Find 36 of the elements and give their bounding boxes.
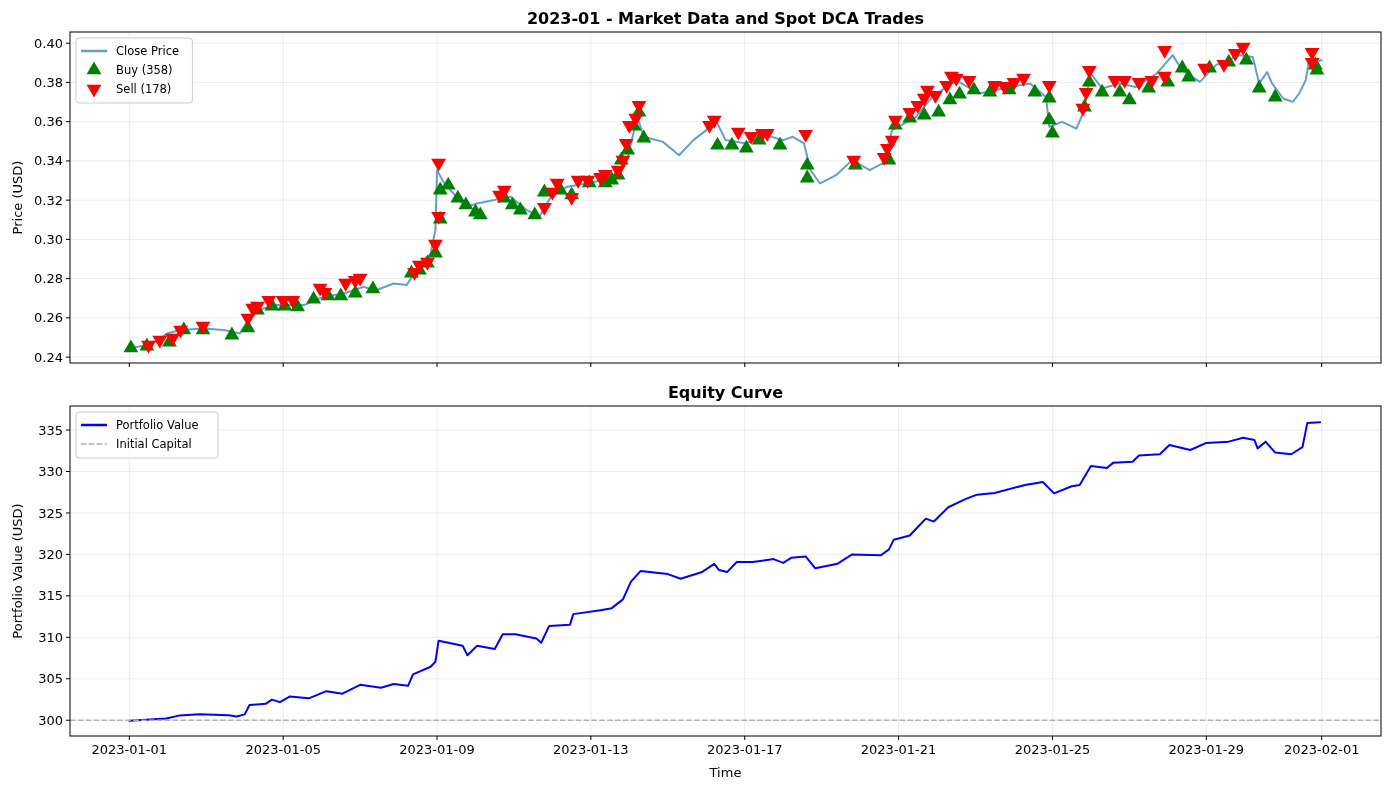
y-tick-label: 0.24 (34, 349, 63, 365)
y-tick-label: 0.28 (34, 271, 63, 287)
x-tick-label: 2023-01-13 (553, 742, 629, 757)
y-tick-label: 305 (38, 671, 63, 687)
y-tick-label: 0.30 (34, 231, 63, 247)
x-tick-label: 2023-02-01 (1283, 742, 1360, 757)
legend-label: Buy (358) (116, 63, 173, 78)
y-tick-label: 0.38 (34, 74, 63, 90)
y-axis-title: Portfolio Value (USD) (10, 503, 25, 639)
y-tick-label: 320 (38, 546, 63, 562)
legend-label: Initial Capital (116, 437, 192, 452)
y-tick-label: 300 (38, 712, 63, 728)
y-tick-label: 0.40 (34, 35, 63, 51)
x-tick-label: 2023-01-01 (91, 742, 168, 757)
x-tick-label: 2023-01-09 (399, 742, 475, 757)
y-tick-label: 0.34 (34, 153, 63, 169)
x-tick-label: 2023-01-21 (860, 742, 937, 757)
y-tick-label: 0.36 (34, 114, 63, 130)
legend-label: Sell (178) (116, 82, 172, 97)
y-tick-label: 330 (38, 464, 63, 480)
y-tick-label: 325 (38, 505, 63, 521)
y-axis-title: Price (USD) (10, 160, 25, 235)
y-tick-label: 0.26 (34, 310, 63, 326)
x-tick-label: 2023-01-29 (1168, 742, 1245, 757)
chart-title: Equity Curve (667, 383, 784, 402)
y-tick-label: 335 (38, 422, 63, 438)
x-tick-label: 2023-01-17 (706, 742, 783, 757)
x-tick-label: 2023-01-05 (245, 742, 321, 757)
legend-label: Portfolio Value (116, 418, 199, 433)
y-tick-label: 0.32 (34, 192, 63, 208)
y-tick-label: 310 (38, 629, 63, 645)
y-tick-label: 315 (38, 588, 63, 604)
chart-title: 2023-01 - Market Data and Spot DCA Trades (526, 9, 925, 28)
x-tick-label: 2023-01-25 (1014, 742, 1091, 757)
x-axis-title: Time (708, 765, 742, 780)
legend-label: Close Price (116, 44, 180, 59)
